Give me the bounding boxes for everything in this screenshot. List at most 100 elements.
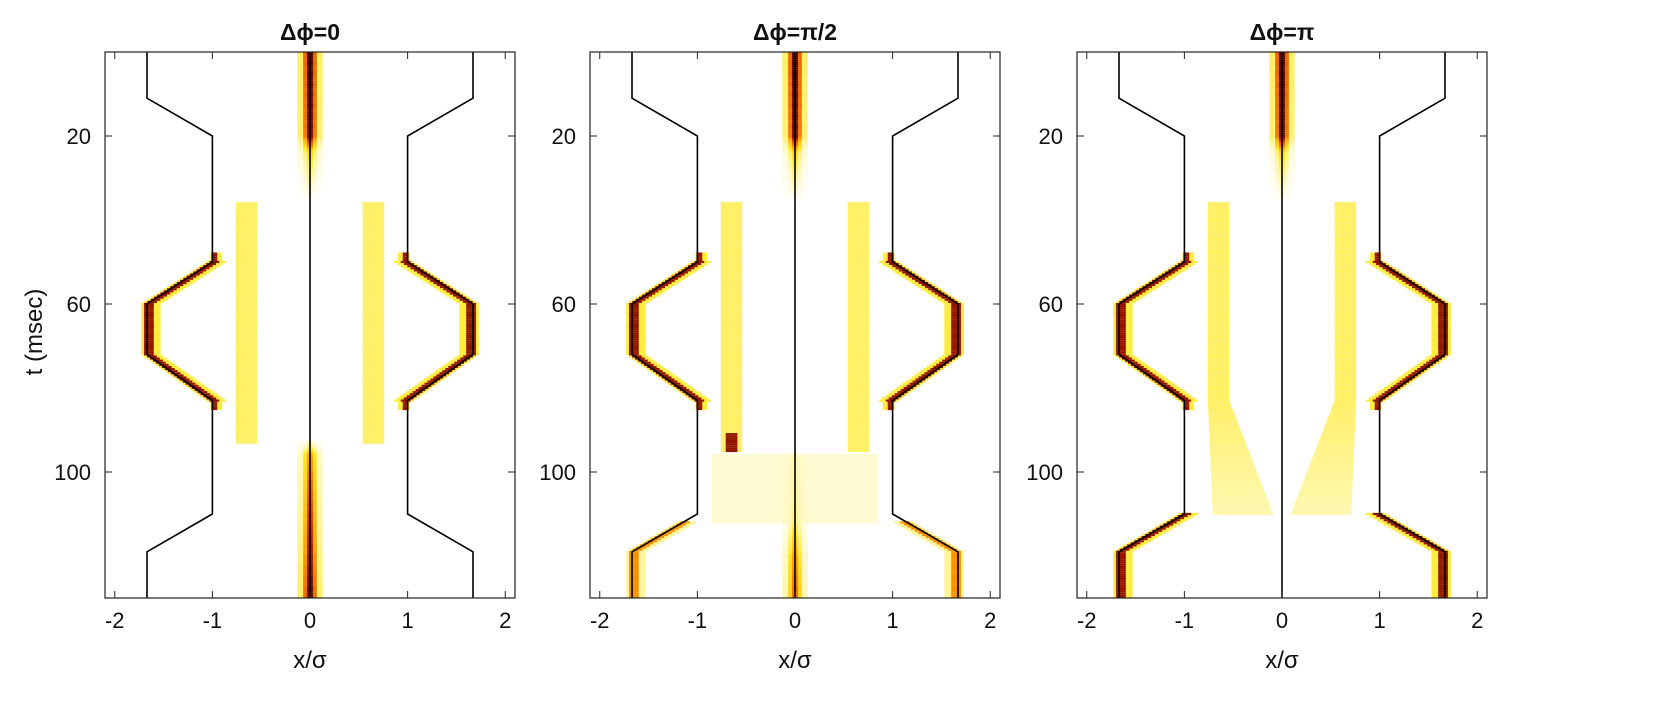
inner-lobe-left (1207, 326, 1230, 329)
y-tick-label: 100 (54, 460, 91, 485)
inner-lobe-right (1334, 218, 1357, 222)
inner-lobe-right (1334, 208, 1357, 211)
inner-lobe-left (720, 359, 743, 362)
inner-lobe-right (1296, 498, 1352, 501)
inner-lobe-right (847, 277, 870, 280)
inner-lobe-left (720, 288, 743, 291)
outer-edge-right (887, 258, 894, 261)
outer-edge-left (1116, 349, 1126, 352)
inner-lobe-right (847, 315, 870, 318)
outer-edge-right (462, 300, 473, 303)
inner-lobe-left (720, 258, 743, 261)
outer-edge-left (696, 407, 703, 411)
outer-edge-left (629, 569, 639, 572)
inner-lobe-left (1208, 420, 1238, 423)
inner-lobe-right (362, 298, 385, 301)
inner-lobe-right (1334, 256, 1357, 259)
outer-edge-right (1414, 370, 1425, 373)
outer-edge-right (1390, 386, 1401, 390)
outer-edge-right (951, 565, 961, 568)
panel-3: -2 -1 0 1 2 20 60 100 Δϕ=π x/σ (1026, 19, 1488, 674)
inner-lobe-left (720, 393, 743, 396)
outer-edge-right (912, 380, 923, 383)
outer-edge-left (696, 258, 703, 261)
inner-lobe-right (362, 378, 385, 381)
inner-lobe-right (362, 389, 385, 392)
outer-edge-left (1116, 307, 1126, 310)
inner-lobe-right (1290, 512, 1352, 516)
inner-lobe-left (1207, 263, 1230, 266)
inner-lobe-right (1334, 349, 1357, 352)
inner-lobe-left (720, 378, 743, 381)
outer-edge-right (1429, 359, 1440, 362)
inner-lobe-right (362, 235, 385, 238)
outer-edge-left (1183, 403, 1190, 406)
outer-edge-left (1159, 525, 1170, 528)
inner-lobe-right (362, 401, 385, 404)
inner-lobe-left (1207, 223, 1230, 226)
inner-lobe-right (362, 231, 385, 234)
inner-lobe-right (1334, 372, 1357, 375)
inner-lobe-left (720, 239, 743, 243)
inner-lobe-right (1334, 382, 1357, 385)
outer-edge-left (182, 380, 193, 383)
inner-lobe-right (1308, 466, 1354, 469)
inner-lobe-right (1312, 456, 1354, 459)
outer-edge-right (1438, 569, 1448, 572)
outer-edge-right (1438, 302, 1448, 306)
inner-lobe-left (1207, 281, 1230, 285)
outer-edge-left (1116, 578, 1126, 581)
inner-lobe-left (720, 281, 743, 285)
inner-lobe-right (1334, 340, 1357, 343)
outer-edge-left (691, 263, 701, 266)
inner-lobe-right (847, 302, 870, 306)
inner-lobe-left (720, 420, 743, 423)
inner-lobe-right (1334, 374, 1357, 377)
inner-lobe-left (720, 307, 743, 310)
outer-edge-right (951, 584, 961, 587)
outer-edge-left (654, 536, 665, 539)
outer-edge-right (951, 349, 961, 352)
outer-edge-left (189, 273, 200, 276)
inner-lobe-left (1207, 267, 1230, 270)
outer-edge-right (951, 315, 961, 318)
inner-lobe-right (1334, 376, 1357, 379)
outer-edge-left (144, 326, 154, 329)
outer-edge-left (661, 376, 672, 379)
outer-edge-left (1116, 309, 1126, 312)
outer-edge-right (903, 523, 914, 526)
inner-lobe-right (1334, 290, 1357, 293)
inner-lobe-left (720, 401, 743, 404)
y-axis-label: t (msec) (21, 289, 48, 376)
inner-lobe-right (847, 359, 870, 362)
inner-lobe-right (1334, 237, 1357, 240)
outer-edge-right (1438, 567, 1448, 570)
inner-lobe-right (1334, 353, 1357, 356)
outer-edge-right (933, 540, 943, 543)
outer-edge-right (1438, 351, 1448, 354)
inner-lobe-right (847, 344, 870, 348)
inner-lobe-right (847, 288, 870, 291)
inner-lobe-left (1207, 365, 1230, 369)
inner-lobe-left (1208, 405, 1232, 408)
inner-lobe-left (235, 410, 258, 413)
outer-edge-left (144, 340, 154, 343)
inner-lobe-left (720, 407, 743, 411)
outer-edge-left (1116, 584, 1126, 587)
inner-lobe-left (720, 426, 743, 429)
outer-edge-right (1398, 277, 1409, 280)
outer-edge-right (449, 292, 460, 295)
outer-edge-right (885, 399, 896, 402)
inner-lobe-right (362, 326, 385, 329)
inner-lobe-right (362, 204, 385, 207)
inner-lobe-left (235, 351, 258, 354)
inner-lobe-right (1334, 229, 1357, 232)
outer-edge-left (211, 252, 218, 255)
outer-edge-right (918, 531, 929, 534)
inner-lobe-right (847, 311, 870, 314)
inner-lobe-left (1212, 510, 1273, 513)
inner-lobe-right (1319, 439, 1355, 442)
inner-lobe-right (1325, 422, 1356, 425)
outer-edge-left (1116, 561, 1126, 564)
outer-edge-left (629, 586, 639, 589)
